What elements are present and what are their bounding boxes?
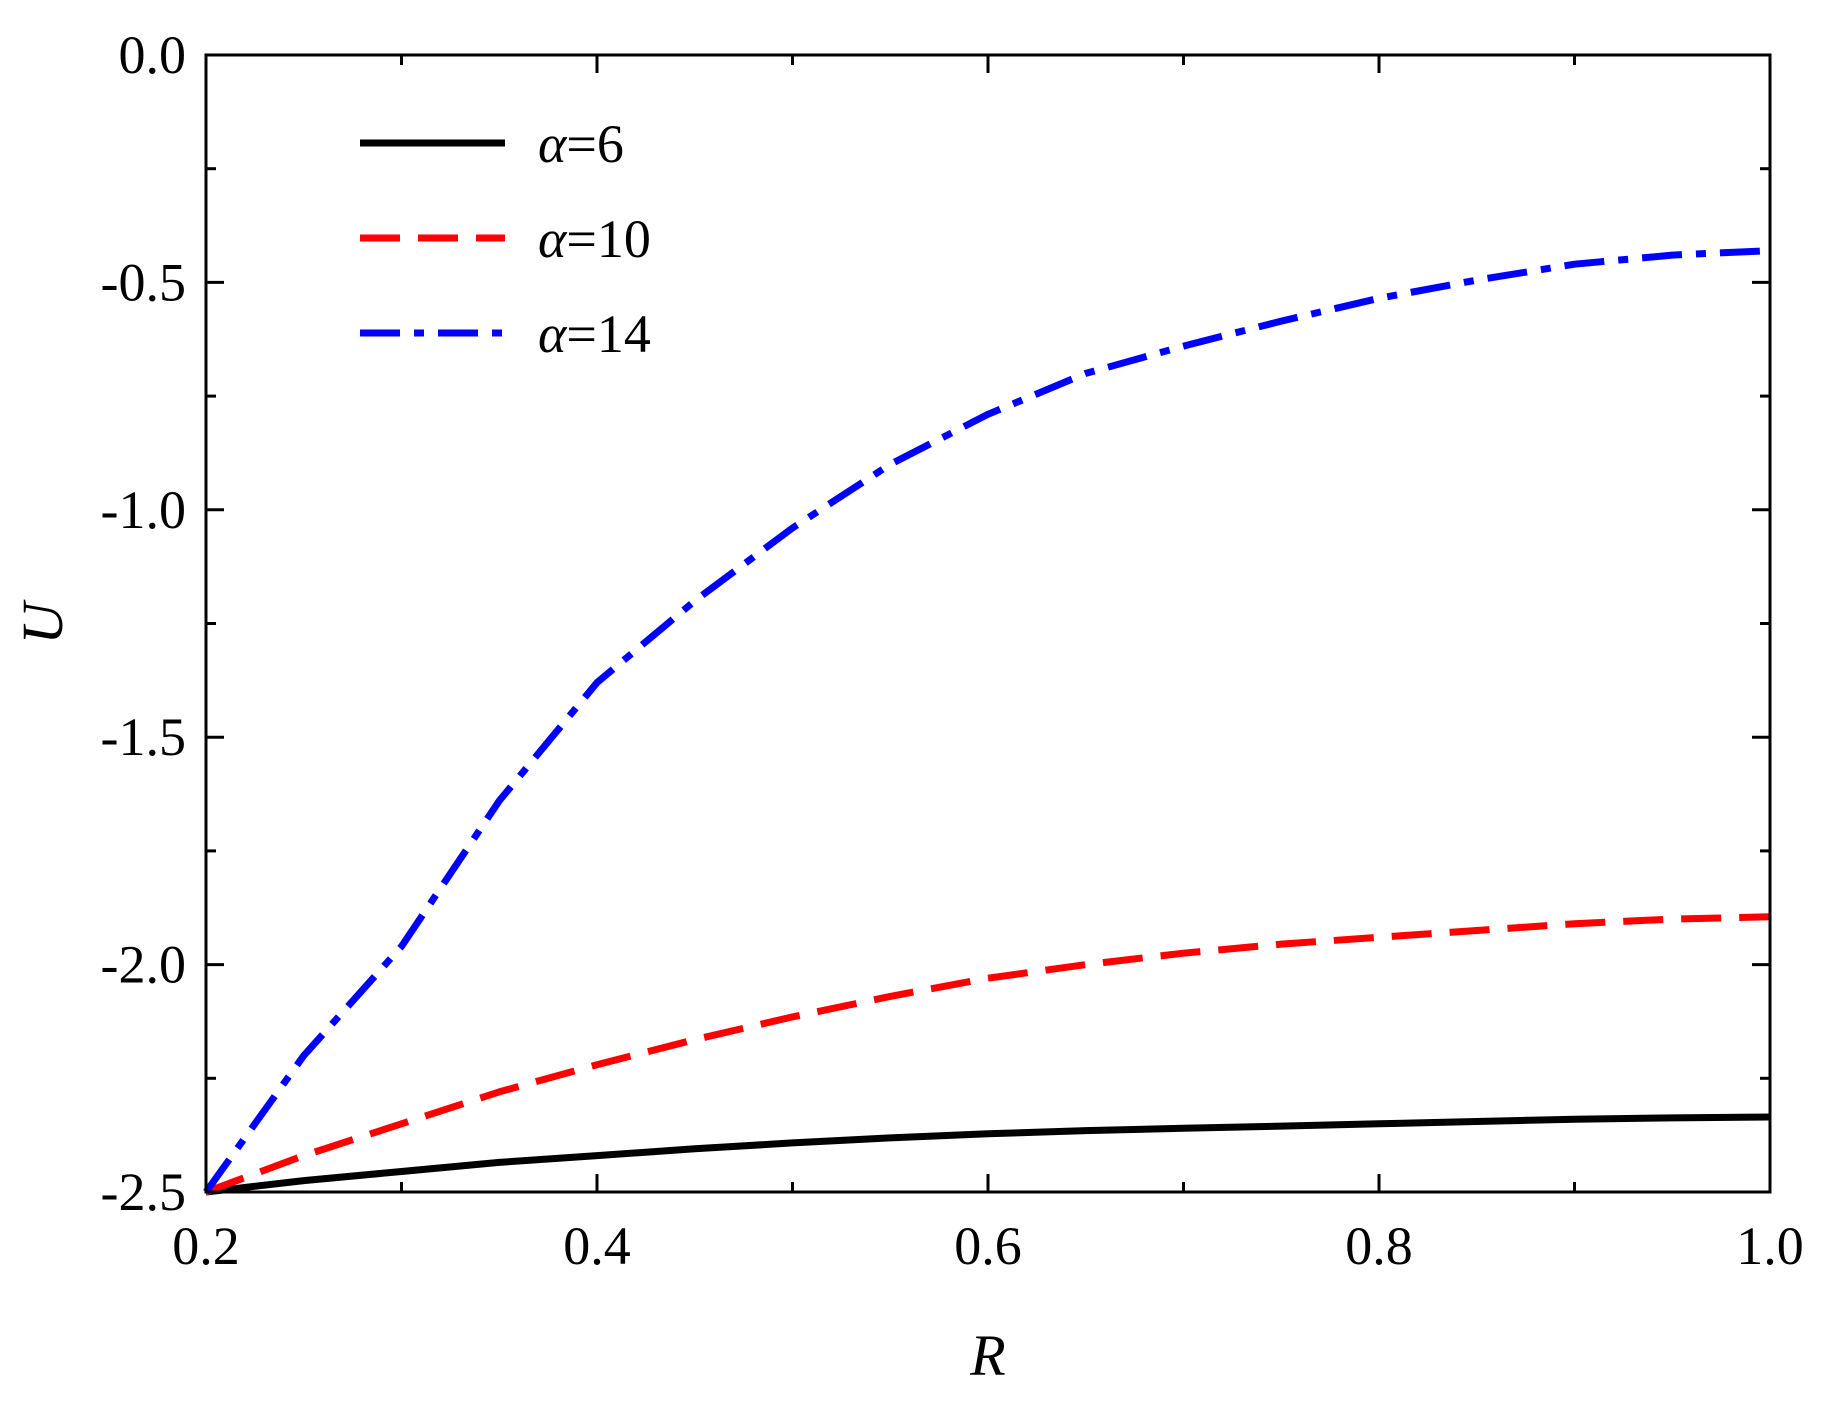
y-tick-label: -1.0 <box>101 480 186 540</box>
plot-frame <box>204 53 1772 1194</box>
series-line-14 <box>203 247 1771 1195</box>
plot-lines <box>203 247 1771 1196</box>
axis-ticks <box>204 53 1772 1194</box>
series-line-6 <box>205 1113 1771 1196</box>
x-tick-label: 0.2 <box>172 1216 240 1276</box>
legend-label-6: α=6 <box>538 114 624 174</box>
legend-label-14: α=14 <box>538 304 651 364</box>
legend: α=6 α=10 α=14 <box>360 114 651 364</box>
y-tick-label: -0.5 <box>101 252 186 312</box>
y-tick-label: -2.0 <box>101 935 186 995</box>
x-axis-title: R <box>969 1323 1005 1388</box>
axis-tick-labels: 0.2 0.4 0.6 0.8 1.0 0.0 -0.5 -1.0 -1.5 -2.0 -2.5 <box>101 25 1804 1276</box>
legend-label-10: α=10 <box>538 209 651 269</box>
x-tick-label: 0.8 <box>1345 1216 1413 1276</box>
y-tick-label: -2.5 <box>101 1162 186 1222</box>
y-axis-title: U <box>10 598 75 644</box>
x-tick-label: 1.0 <box>1736 1216 1804 1276</box>
x-tick-label: 0.4 <box>563 1216 631 1276</box>
y-tick-label: 0.0 <box>119 25 187 85</box>
y-tick-label: -1.5 <box>101 707 186 767</box>
series-line-10 <box>204 913 1771 1196</box>
x-tick-label: 0.6 <box>954 1216 1022 1276</box>
